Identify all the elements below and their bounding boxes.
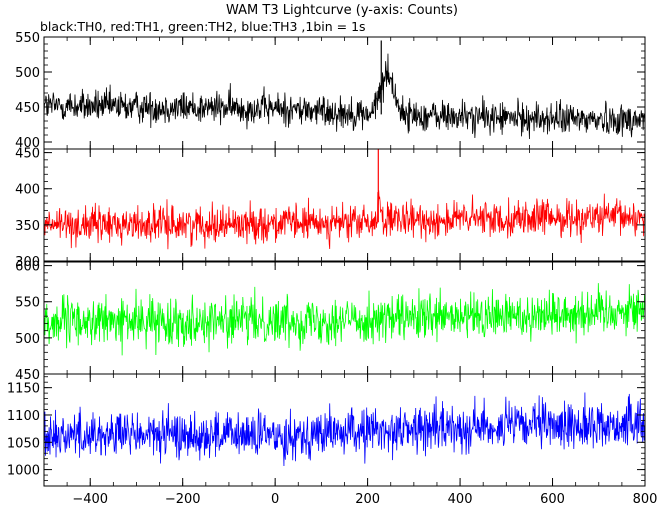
y-tick-label: 450 bbox=[15, 147, 40, 162]
y-tick-label: 400 bbox=[15, 136, 40, 151]
panel-th2: 450 500 550 600 bbox=[15, 260, 646, 383]
x-tick-label: 600 bbox=[540, 492, 565, 505]
panels-group: 4004505005503003504004504505005506001000… bbox=[7, 31, 646, 487]
x-tick-label: 0 bbox=[271, 492, 279, 505]
panel-th1: 300 350 400 450 bbox=[15, 147, 646, 270]
chart-title: WAM T3 Lightcurve (y-axis: Counts) bbox=[226, 3, 458, 18]
y-tick-label: 550 bbox=[15, 296, 40, 311]
series-line-th3 bbox=[44, 392, 645, 466]
panel-frame bbox=[43, 148, 646, 262]
panel-th3: 1000 1050 1100 1150 bbox=[7, 373, 646, 487]
chart-subtitle: black:TH0, red:TH1, green:TH2, blue:TH3 … bbox=[40, 19, 366, 34]
panel-frame bbox=[43, 36, 646, 150]
y-tick-label: 1150 bbox=[7, 382, 40, 397]
x-axis: −400 −200 0 200 400 600 800 bbox=[72, 492, 657, 505]
series-line-th1 bbox=[44, 190, 645, 250]
x-tick-label: 200 bbox=[355, 492, 380, 505]
x-tick-label: 400 bbox=[448, 492, 473, 505]
y-tick-label: 550 bbox=[15, 31, 40, 46]
y-tick-label: 1000 bbox=[7, 464, 40, 479]
y-tick-label: 500 bbox=[15, 332, 40, 347]
y-tick-label: 1100 bbox=[7, 409, 40, 424]
y-tick-label: 600 bbox=[15, 260, 40, 275]
y-tick-label: 1050 bbox=[7, 436, 40, 451]
y-tick-label: 500 bbox=[15, 66, 40, 81]
y-tick-label: 300 bbox=[15, 255, 40, 270]
y-tick-label: 450 bbox=[15, 101, 40, 116]
y-tick-label: 400 bbox=[15, 183, 40, 198]
x-tick-label: −400 bbox=[72, 492, 108, 505]
y-tick-label: 450 bbox=[15, 368, 40, 383]
x-tick-label: 800 bbox=[633, 492, 658, 505]
x-tick-label: −200 bbox=[165, 492, 201, 505]
series-line-th0 bbox=[44, 53, 645, 139]
y-tick-label: 350 bbox=[15, 219, 40, 234]
panel-th0: 400 450 500 550 bbox=[15, 31, 646, 151]
series-line-th2 bbox=[44, 283, 645, 356]
